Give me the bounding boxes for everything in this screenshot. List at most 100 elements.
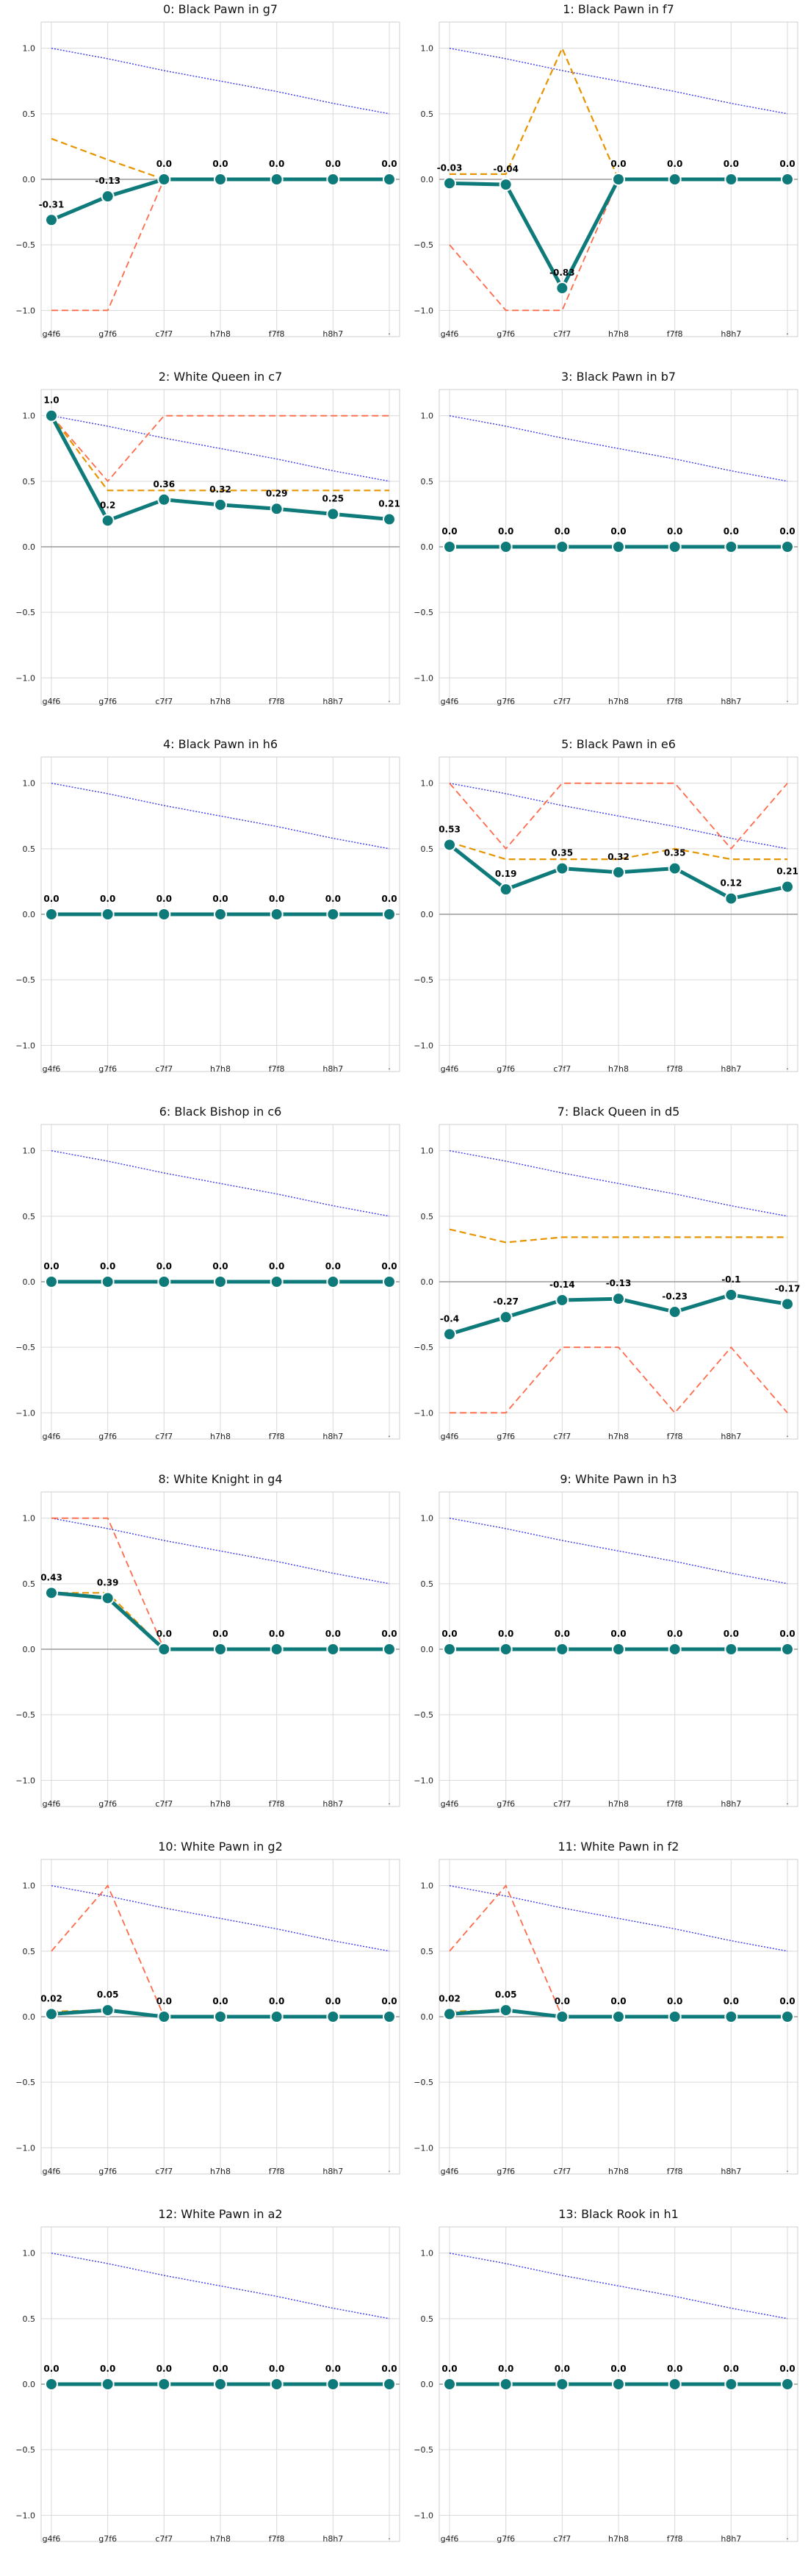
- main-series-point: [781, 880, 794, 894]
- x-tick-label: g4f6: [43, 1064, 61, 1074]
- data-label: 0.0: [269, 894, 284, 904]
- data-label: -0.03: [437, 162, 463, 173]
- x-tick-label: ·: [388, 329, 391, 339]
- data-label: 0.0: [100, 894, 115, 904]
- main-series-point: [383, 2378, 396, 2391]
- data-label: 0.29: [266, 488, 288, 498]
- y-tick-label: −0.5: [15, 240, 35, 250]
- chart-panel-6: 1.0 0.5 0.0 −0.5 −1.0 g4f6 g7f6 c7f7 h7h8 f7f8 h8h…: [15, 1105, 400, 1441]
- data-label: 0.0: [610, 2364, 626, 2374]
- main-series-point: [101, 514, 115, 528]
- x-tick-label: g4f6: [43, 1799, 61, 1809]
- y-tick-label: −1.0: [414, 673, 433, 683]
- x-tick-label: h8h7: [721, 329, 741, 339]
- data-label: 0.05: [97, 1990, 119, 2000]
- x-tick-label: ·: [786, 1799, 789, 1809]
- data-label: 0.0: [269, 159, 284, 169]
- data-label: 0.0: [441, 1629, 457, 1639]
- chart-panel-11: 1.0 0.5 0.0 −0.5 −1.0 g4f6 g7f6 c7f7 h7h8 f7f8 h8h…: [414, 1840, 798, 2176]
- red-series-line: [450, 1346, 788, 1414]
- y-tick-label: −1.0: [15, 306, 35, 315]
- red-series-line: [449, 179, 787, 312]
- y-tick-label: −0.5: [414, 1710, 433, 1720]
- main-series-point: [383, 1643, 396, 1656]
- data-label: 0.0: [212, 159, 228, 169]
- y-tick-label: −1.0: [15, 2143, 35, 2153]
- x-tick-label: g7f6: [98, 329, 117, 339]
- main-series-point: [555, 2378, 569, 2391]
- main-series-point: [101, 2378, 115, 2391]
- x-tick-label: ·: [388, 1432, 391, 1441]
- y-tick-label: 1.0: [421, 2249, 434, 2259]
- main-series-point: [443, 2007, 456, 2021]
- x-tick-label: g7f6: [497, 329, 515, 339]
- data-label: 0.0: [555, 1996, 570, 2006]
- x-tick-label: ·: [388, 2534, 391, 2544]
- y-tick-label: 0.5: [23, 844, 36, 854]
- data-label: 0.05: [495, 1990, 517, 2000]
- y-tick-label: 0.5: [23, 477, 36, 487]
- data-label: 0.12: [721, 878, 743, 889]
- data-label: 0.0: [724, 526, 739, 537]
- main-series-point: [724, 2378, 738, 2391]
- x-tick-label: h7h8: [608, 329, 629, 339]
- x-tick-label: f7f8: [667, 697, 683, 706]
- y-tick-label: 0.0: [421, 175, 434, 184]
- y-tick-label: −0.5: [15, 608, 35, 617]
- main-series-point: [781, 1643, 794, 1656]
- panel-title: 12: White Pawn in a2: [158, 2207, 282, 2221]
- data-label: -0.14: [549, 1280, 575, 1290]
- x-tick-label: g4f6: [441, 1064, 459, 1074]
- x-tick-label: g4f6: [43, 1432, 61, 1441]
- main-series-point: [555, 2010, 569, 2023]
- data-label: 0.0: [667, 159, 682, 169]
- data-label: -0.31: [39, 199, 65, 209]
- main-series-point: [383, 1275, 396, 1288]
- data-label: -0.13: [606, 1278, 632, 1288]
- x-tick-label: h7h8: [608, 1064, 629, 1074]
- x-tick-label: ·: [388, 1799, 391, 1809]
- main-series-point: [724, 2010, 738, 2023]
- y-tick-label: 0.5: [23, 2314, 36, 2324]
- main-series-point: [214, 173, 227, 186]
- x-tick-label: ·: [388, 2167, 391, 2176]
- data-label: 0.02: [439, 1993, 461, 2003]
- y-tick-label: −1.0: [414, 1408, 433, 1418]
- main-series-point: [668, 861, 682, 875]
- main-series-point: [270, 502, 284, 516]
- data-label: -0.1: [721, 1274, 740, 1285]
- main-series-point: [612, 2010, 625, 2023]
- data-label: 0.0: [325, 2364, 341, 2374]
- y-tick-label: 1.0: [23, 44, 36, 54]
- x-tick-label: h8h7: [322, 1799, 343, 1809]
- data-label: 0.0: [381, 1261, 397, 1271]
- x-tick-label: g7f6: [98, 697, 117, 706]
- main-series-point: [724, 540, 738, 553]
- main-series-point: [214, 2378, 227, 2391]
- main-series-point: [383, 2010, 396, 2023]
- data-label: -0.83: [549, 268, 575, 278]
- main-series-point: [724, 1288, 738, 1302]
- x-tick-label: g4f6: [441, 2534, 459, 2544]
- x-tick-label: c7f7: [553, 2167, 571, 2176]
- red-series-line: [51, 1517, 389, 1650]
- y-tick-label: 1.0: [23, 2249, 36, 2259]
- data-label: 0.0: [555, 1629, 570, 1639]
- x-tick-label: h8h7: [322, 2167, 343, 2176]
- data-label: 0.0: [269, 1261, 284, 1271]
- main-series-point: [326, 1275, 340, 1288]
- data-label: 0.0: [610, 1629, 626, 1639]
- data-label: 0.0: [325, 1996, 341, 2006]
- y-tick-label: 0.5: [421, 1579, 434, 1589]
- main-series-point: [499, 883, 513, 897]
- x-tick-label: c7f7: [553, 1064, 571, 1074]
- main-series-point: [443, 1643, 456, 1656]
- x-tick-label: c7f7: [553, 329, 571, 339]
- y-tick-label: −0.5: [414, 1343, 433, 1352]
- data-label: 0.0: [724, 1629, 739, 1639]
- main-series-point: [326, 1643, 340, 1656]
- panel-title: 4: Black Pawn in h6: [163, 737, 278, 751]
- data-label: 0.0: [212, 1629, 228, 1639]
- data-label: 1.0: [43, 395, 59, 406]
